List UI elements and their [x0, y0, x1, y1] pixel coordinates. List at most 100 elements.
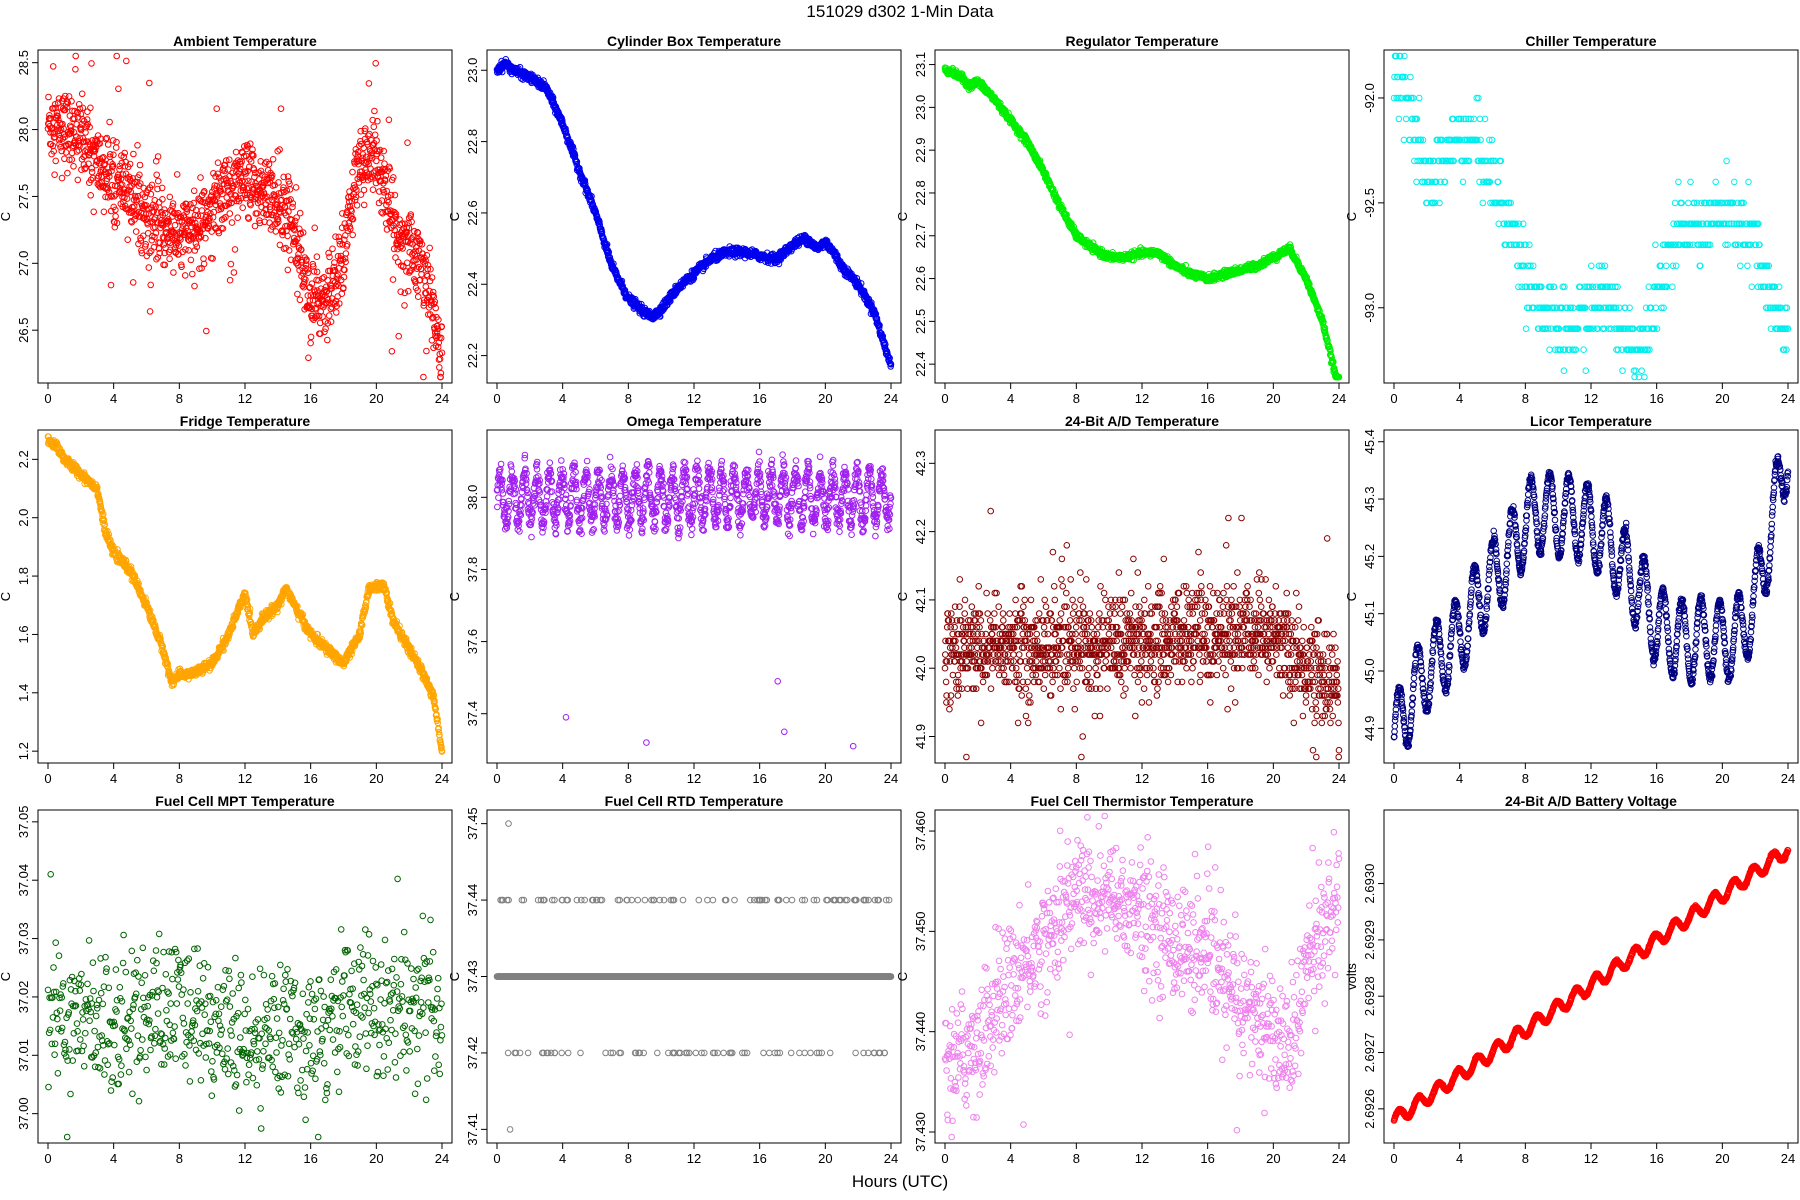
- data-point: [183, 205, 190, 212]
- data-point: [310, 268, 318, 275]
- data-point: [88, 60, 95, 67]
- data-point: [292, 184, 300, 191]
- data-point: [291, 217, 299, 225]
- data-point: [376, 188, 383, 195]
- data-point: [194, 212, 202, 220]
- data-point: [251, 222, 259, 230]
- data-point: [209, 214, 217, 221]
- data-point: [274, 147, 282, 155]
- data-point: [340, 284, 347, 292]
- data-point: [45, 93, 52, 101]
- data-point: [134, 192, 142, 200]
- data-point: [378, 208, 385, 216]
- data-point: [74, 176, 82, 184]
- data-point: [368, 173, 375, 181]
- data-point: [72, 52, 79, 60]
- data-point: [259, 183, 267, 190]
- data-point: [394, 258, 402, 266]
- data-point: [168, 227, 176, 234]
- data-point: [289, 203, 296, 211]
- data-point: [276, 146, 283, 153]
- data-point: [245, 215, 252, 222]
- data-point: [50, 134, 58, 141]
- data-point: [136, 161, 144, 169]
- data-point: [89, 174, 97, 182]
- data-point: [191, 247, 199, 254]
- data-point: [54, 112, 62, 120]
- data-point: [63, 101, 70, 108]
- data-point: [287, 256, 295, 264]
- data-point: [219, 225, 227, 232]
- data-point: [325, 312, 333, 319]
- data-point: [230, 269, 238, 276]
- x-tick-label: 4: [1456, 391, 1463, 406]
- data-point: [120, 198, 127, 206]
- data-point: [284, 232, 291, 240]
- data-point: [369, 116, 377, 124]
- data-point: [1687, 178, 1694, 186]
- data-point: [374, 117, 381, 125]
- data-point: [231, 246, 239, 253]
- data-point: [331, 279, 339, 286]
- data-point: [1402, 115, 1410, 123]
- data-point: [116, 166, 123, 173]
- data-point: [1470, 115, 1478, 123]
- data-point: [285, 208, 292, 215]
- data-point: [390, 174, 397, 181]
- data-point: [67, 124, 75, 131]
- panel-title: Ambient Temperature: [173, 33, 317, 49]
- data-point: [279, 228, 287, 236]
- data-point: [153, 255, 160, 263]
- data-point: [97, 166, 105, 174]
- y-tick-label: 28.0: [16, 117, 31, 142]
- x-tick-label: 0: [493, 391, 500, 406]
- data-point: [241, 178, 249, 185]
- data-point: [317, 330, 324, 338]
- data-point: [73, 148, 81, 155]
- y-tick-label: 22.6: [913, 266, 928, 291]
- data-point: [341, 266, 348, 274]
- data-point: [169, 200, 177, 207]
- data-point: [203, 327, 210, 335]
- data-point: [1601, 262, 1609, 270]
- data-point: [360, 144, 368, 152]
- data-point: [66, 156, 73, 164]
- data-point: [305, 354, 312, 362]
- data-point: [401, 289, 409, 297]
- data-point: [85, 160, 92, 168]
- data-point: [225, 199, 233, 207]
- data-point: [75, 146, 82, 154]
- data-point: [244, 167, 251, 175]
- data-point: [309, 296, 317, 304]
- data-point: [284, 266, 292, 274]
- data-point: [349, 231, 357, 239]
- data-point: [237, 174, 245, 181]
- data-point: [169, 203, 176, 210]
- data-point: [205, 222, 213, 230]
- data-point: [371, 107, 378, 115]
- data-point: [106, 173, 113, 180]
- data-point: [347, 225, 354, 233]
- data-point: [88, 168, 96, 176]
- y-tick-label: 22.2: [465, 343, 480, 368]
- data-point: [273, 220, 280, 227]
- data-point: [315, 277, 322, 284]
- data-point: [209, 188, 216, 196]
- x-tick-label: 24: [1332, 391, 1346, 406]
- data-point: [349, 215, 357, 223]
- data-point: [178, 263, 185, 271]
- data-point: [71, 115, 78, 122]
- data-point: [263, 193, 271, 201]
- data-point: [1400, 136, 1408, 144]
- data-point: [371, 131, 379, 139]
- data-point: [289, 200, 297, 207]
- y-tick-label: 23.0: [465, 58, 480, 83]
- data-point: [382, 177, 389, 184]
- data-point: [171, 221, 179, 229]
- data-point: [307, 339, 314, 347]
- data-point: [142, 211, 150, 218]
- data-point: [1675, 178, 1682, 186]
- data-point: [130, 203, 138, 210]
- data-point: [48, 124, 56, 132]
- data-point: [192, 219, 199, 227]
